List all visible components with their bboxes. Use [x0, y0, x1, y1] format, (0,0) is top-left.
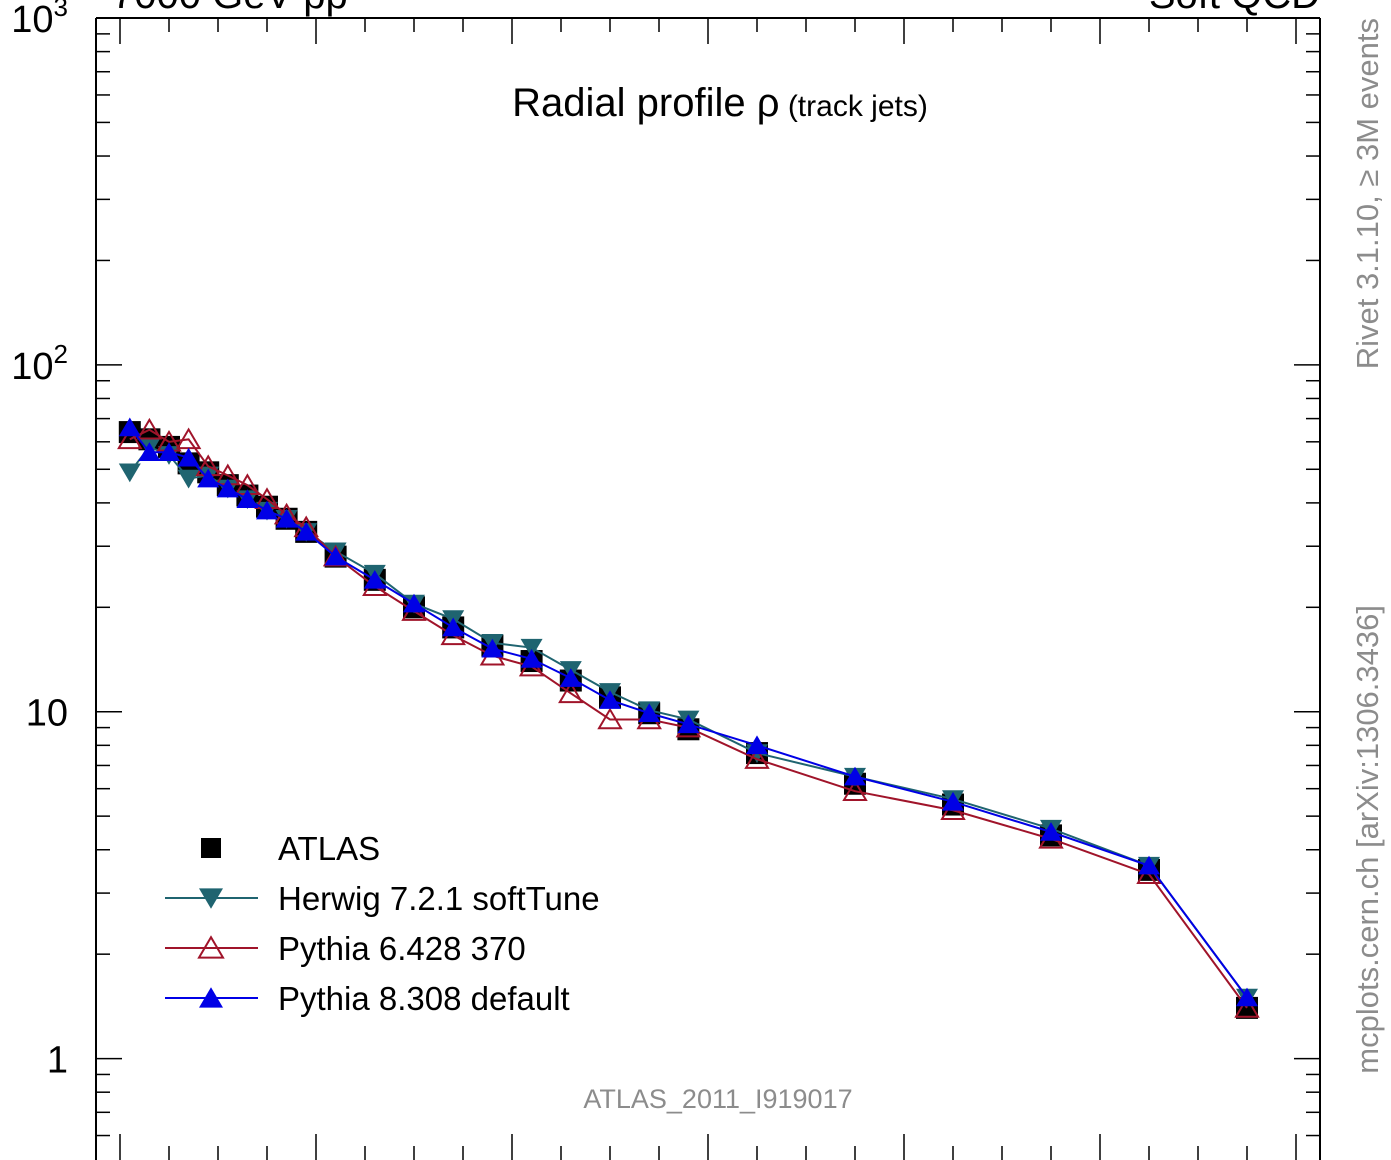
y-tick-exponent: 2 [54, 339, 68, 369]
data-point [559, 668, 582, 687]
data-point [275, 508, 298, 528]
legend-item: Pythia 8.308 default [165, 980, 570, 1017]
legend-marker [201, 838, 221, 858]
rivet-side-text: Rivet 3.1.10, ≥ 3M events [1350, 18, 1385, 369]
header-left-text: 7000 GeV pp [112, 0, 348, 17]
data-point [177, 469, 200, 489]
y-tick-base: 10 [11, 0, 53, 41]
data-point [942, 791, 964, 811]
chart-title: Radial profile ρ (track jets) [512, 81, 928, 125]
legend-marker [197, 935, 225, 959]
data-point [1138, 855, 1160, 875]
data-point [197, 468, 220, 488]
data-point [746, 735, 768, 755]
data-point [175, 427, 202, 450]
data-point [842, 779, 868, 802]
series-3 [118, 417, 1258, 1007]
data-point [597, 707, 623, 730]
source-side-text: mcplots.cern.ch [arXiv:1306.3436] [1350, 605, 1385, 1074]
data-point [216, 478, 239, 498]
data-point [638, 703, 661, 723]
data-point [520, 638, 543, 658]
data-point [1040, 822, 1062, 841]
legend-item: Pythia 6.428 370 [165, 930, 526, 967]
header-right-text: Soft QCD [1149, 0, 1320, 17]
data-point [599, 690, 621, 709]
data-point [236, 489, 259, 508]
data-point [177, 447, 200, 467]
data-point [403, 593, 425, 613]
data-point [844, 766, 866, 786]
y-tick-base: 10 [11, 346, 53, 388]
y-tick-label: 10 [26, 693, 68, 735]
data-point [442, 617, 465, 637]
data-point [256, 500, 278, 520]
legend-marker [199, 987, 223, 1008]
data-point [1234, 996, 1260, 1018]
legend-item: Herwig 7.2.1 softTune [165, 880, 600, 917]
data-point [117, 427, 143, 450]
y-tick-label: 102 [11, 339, 68, 388]
legend-label: Herwig 7.2.1 softTune [278, 880, 600, 917]
y-tick-exponent: 3 [54, 0, 68, 22]
data-point [324, 546, 347, 566]
axis-ticks [96, 18, 1320, 1160]
data-point [363, 569, 386, 589]
legend-marker [199, 888, 223, 909]
data-point [677, 714, 700, 734]
chart-title-symbol: ρ [757, 81, 780, 125]
data-point [136, 417, 163, 440]
data-point [558, 681, 584, 704]
y-tick-label: 103 [11, 0, 68, 41]
legend-label: Pythia 6.428 370 [278, 930, 526, 967]
data-point [520, 648, 543, 668]
legend-label: ATLAS [278, 830, 380, 867]
legend-label: Pythia 8.308 default [278, 980, 570, 1017]
series-line [129, 428, 1248, 1009]
data-point [118, 417, 141, 437]
series-layer [117, 417, 1260, 1019]
legend: ATLAS Herwig 7.2.1 softTune Pythia 6.428 3… [165, 830, 600, 1017]
chart-title-suffix: (track jets) [779, 90, 927, 123]
data-point [295, 521, 318, 541]
data-point [744, 747, 770, 769]
data-point [1236, 987, 1258, 1007]
data-point [118, 463, 141, 483]
analysis-label: ATLAS_2011_I919017 [583, 1084, 852, 1114]
chart-title-main: Radial profile [512, 81, 757, 125]
legend-item: ATLAS [201, 830, 380, 867]
data-point [158, 442, 180, 462]
y-tick-label: 1 [47, 1040, 68, 1082]
data-point [481, 638, 504, 658]
data-point [138, 442, 161, 462]
